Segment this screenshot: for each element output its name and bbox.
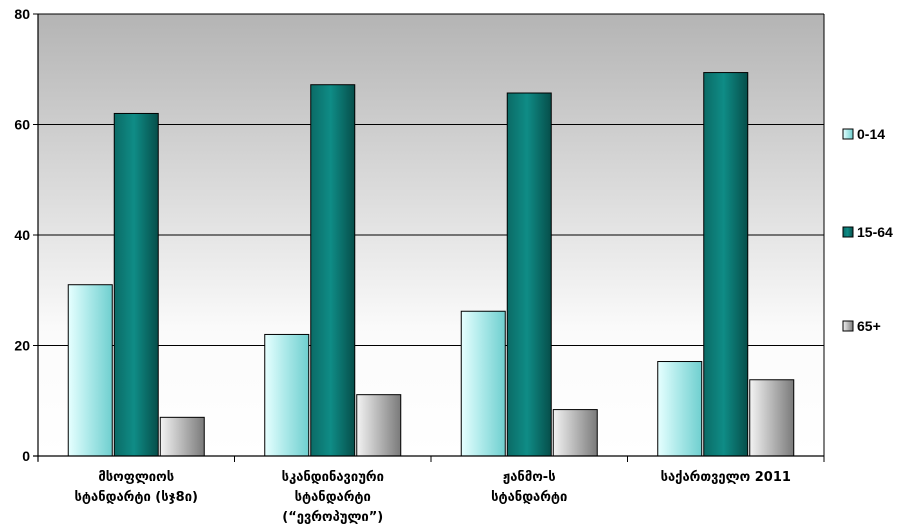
legend-swatch-65+ [842,320,854,332]
category-label-4: საქართველო 2011 [661,470,791,485]
legend: 0-14 15-64 65+ [842,126,893,334]
y-tick-labels: 0 20 40 60 80 [14,6,30,464]
y-tick-label: 40 [14,227,30,243]
bar-15-64-2 [310,84,356,457]
y-tick-label: 0 [22,448,30,464]
x-tick-labels: მსოფლიოს სტანდარტი (სჯ8ი) სკანდინავიური სტა… [75,470,791,525]
bar-0-14-1 [67,284,113,457]
bar-65+-1 [159,416,205,457]
legend-swatch-15-64 [842,226,854,238]
legend-label-65+: 65+ [857,318,881,334]
y-tick-label: 60 [14,117,30,133]
legend-label-15-64: 15-64 [857,224,893,240]
bar-0-14-4 [657,361,703,457]
category-label-1: მსოფლიოს სტანდარტი (სჯ8ი) [75,470,198,505]
axes [33,13,825,462]
bar-15-64-4 [703,72,749,457]
bars [67,72,795,457]
bar-15-64-1 [113,112,159,457]
bar-65+-4 [749,379,795,457]
y-tick-label: 20 [14,338,30,354]
bar-15-64-3 [506,92,552,457]
category-label-3: ჟანმო-ს სტანდარტი [491,470,567,505]
category-label-2: სკანდინავიური სტანდარტი (“ევროპული”) [282,470,384,525]
bar-65+-3 [552,409,598,457]
gridlines [38,13,824,346]
bar-0-14-2 [264,333,310,457]
bar-65+-2 [356,394,402,457]
legend-swatch-0-14 [842,128,854,140]
bar-0-14-3 [460,310,506,457]
legend-label-0-14: 0-14 [857,126,885,142]
y-tick-label: 80 [14,6,30,22]
